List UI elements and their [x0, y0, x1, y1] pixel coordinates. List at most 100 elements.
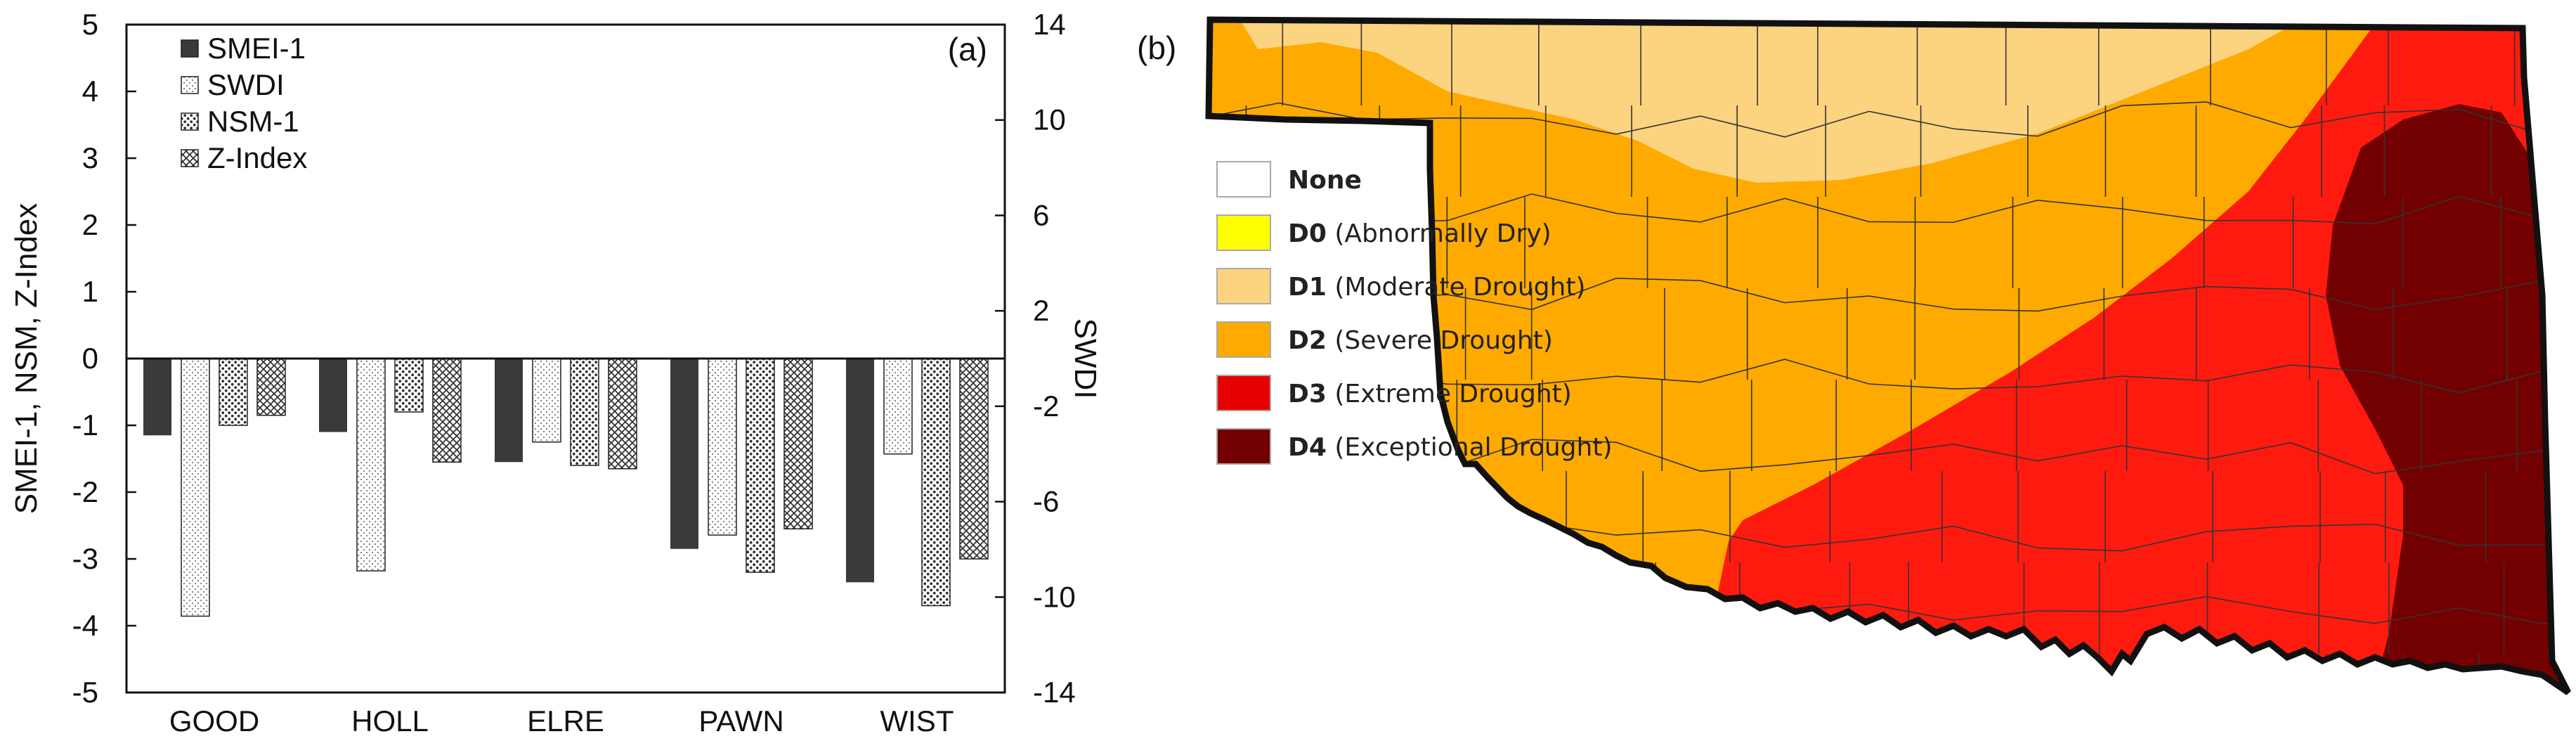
legend-b-label: D4 (Exceptional Drought) — [1288, 433, 1613, 462]
right-tick-label: 14 — [1033, 8, 1066, 41]
legend-a-label: SWDI — [207, 68, 285, 101]
right-tick-label: 2 — [1033, 294, 1049, 327]
legend-b-swatch — [1216, 161, 1271, 198]
bar-swdi-good — [181, 358, 210, 617]
d1-zone — [1237, 20, 2312, 183]
oklahoma-map — [1209, 20, 2568, 692]
left-tick-label: -3 — [72, 542, 98, 575]
left-tick-label: -4 — [72, 609, 98, 642]
bar-smei-1-holl — [319, 359, 347, 432]
category-label: GOOD — [169, 704, 259, 737]
d4-zone — [2326, 104, 2568, 692]
left-tick-label: -5 — [72, 676, 98, 709]
legend-b-code: D0 — [1288, 219, 1327, 248]
county-line — [2478, 20, 2518, 692]
county-line — [1817, 20, 1851, 692]
legend-b-swatch — [1216, 268, 1271, 304]
legend-b-label: D0 (Abnormally Dry) — [1288, 219, 1552, 248]
bar-swdi-elre — [532, 358, 561, 443]
legend-b-code: D3 — [1288, 380, 1327, 408]
county-line — [1908, 20, 1943, 692]
legend-b-code: D4 — [1288, 433, 1327, 462]
county-line — [2005, 20, 2029, 692]
bar-smei-1-good — [143, 359, 171, 436]
bar-z-index-elre — [608, 358, 637, 470]
left-tick-label: -1 — [72, 408, 98, 442]
left-tick-label: 0 — [82, 342, 98, 375]
left-tick-label: 3 — [82, 141, 98, 174]
right-tick-label: -6 — [1033, 485, 1059, 518]
bar-nsm-1-holl — [394, 358, 424, 413]
legend-b-desc: (Severe Drought) — [1327, 326, 1553, 355]
bar-swdi-pawn — [708, 358, 737, 536]
legend-b-label: D1 (Moderate Drought) — [1288, 273, 1585, 302]
y-axis-title: SMEI-1, NSM, Z-Index — [9, 203, 44, 515]
county-line — [2292, 20, 2327, 692]
category-label: HOLL — [351, 704, 429, 737]
category-label: WIST — [880, 704, 954, 737]
right-tick-label: 10 — [1033, 103, 1066, 136]
right-tick-label: -14 — [1033, 676, 1076, 709]
left-axis: 5 4 3 2 1 0 -1 -2 -3 -4 -5 — [72, 8, 136, 709]
left-tick-label: 1 — [82, 275, 98, 308]
left-tick-label: 4 — [82, 75, 98, 108]
category-label: PAWN — [698, 704, 783, 737]
bar-swdi-wist — [883, 358, 913, 455]
legend-b-desc: (Exceptional Drought) — [1327, 433, 1613, 462]
bar-nsm-1-elre — [570, 358, 599, 466]
panel-b-label: (b) — [1137, 30, 1176, 66]
legend-b-code: D2 — [1288, 326, 1327, 355]
bar-z-index-wist — [959, 358, 989, 560]
legend-b-swatch — [1216, 428, 1271, 465]
legend-a-label: SMEI-1 — [207, 32, 306, 65]
bar-z-index-holl — [432, 358, 462, 463]
y2-axis-title: SWDI — [1068, 318, 1102, 399]
panel-a-label: (a) — [948, 31, 987, 67]
legend-b-swatch — [1216, 321, 1271, 358]
legend-b-label: D3 (Extreme Drought) — [1288, 380, 1572, 408]
legend-b-desc: (Moderate Drought) — [1327, 273, 1586, 302]
county-line — [2383, 20, 2422, 692]
bar-z-index-good — [256, 358, 286, 416]
legend-b-code: None — [1288, 166, 1362, 195]
bar-nsm-1-good — [219, 358, 248, 426]
bars — [143, 358, 989, 617]
left-tick-label: 5 — [82, 8, 98, 41]
legend-a-swatch — [181, 39, 199, 58]
county-line — [1209, 101, 2568, 138]
bar-nsm-1-pawn — [746, 358, 775, 573]
legend-b-desc: (Extreme Drought) — [1327, 380, 1572, 408]
bar-smei-1-pawn — [670, 359, 698, 549]
county-line — [2195, 20, 2213, 692]
legend-a-swatch — [181, 112, 199, 131]
legend-b-code: D1 — [1288, 273, 1327, 302]
category-label: ELRE — [527, 704, 604, 737]
legend-a-label: Z-Index — [207, 141, 307, 174]
legend-b-desc: (Abnormally Dry) — [1327, 219, 1552, 248]
legend-a-swatch — [181, 149, 199, 167]
bar-smei-1-wist — [846, 359, 874, 583]
right-tick-label: -2 — [1033, 389, 1059, 423]
legend-b-swatch — [1216, 214, 1271, 251]
bar-nsm-1-wist — [921, 358, 951, 607]
left-tick-label: 2 — [82, 208, 98, 241]
legend-b-label: None — [1288, 166, 1362, 195]
x-axis-categories: GOOD HOLL ELRE PAWN WIST — [169, 704, 954, 737]
legend-b-label: D2 (Severe Drought) — [1288, 326, 1553, 355]
right-tick-label: 6 — [1033, 198, 1049, 231]
legend-a-swatch — [181, 76, 199, 94]
legend-b-swatch — [1216, 375, 1271, 411]
county-line — [2097, 20, 2129, 692]
right-tick-label: -10 — [1033, 580, 1076, 613]
bar-z-index-pawn — [783, 358, 813, 529]
left-tick-label: -2 — [72, 475, 98, 508]
bar-swdi-holl — [356, 358, 386, 572]
bar-smei-1-elre — [495, 359, 523, 463]
right-axis: 14 10 6 2 -2 -6 -10 -14 — [995, 8, 1076, 709]
legend-a-label: NSM-1 — [207, 105, 299, 138]
